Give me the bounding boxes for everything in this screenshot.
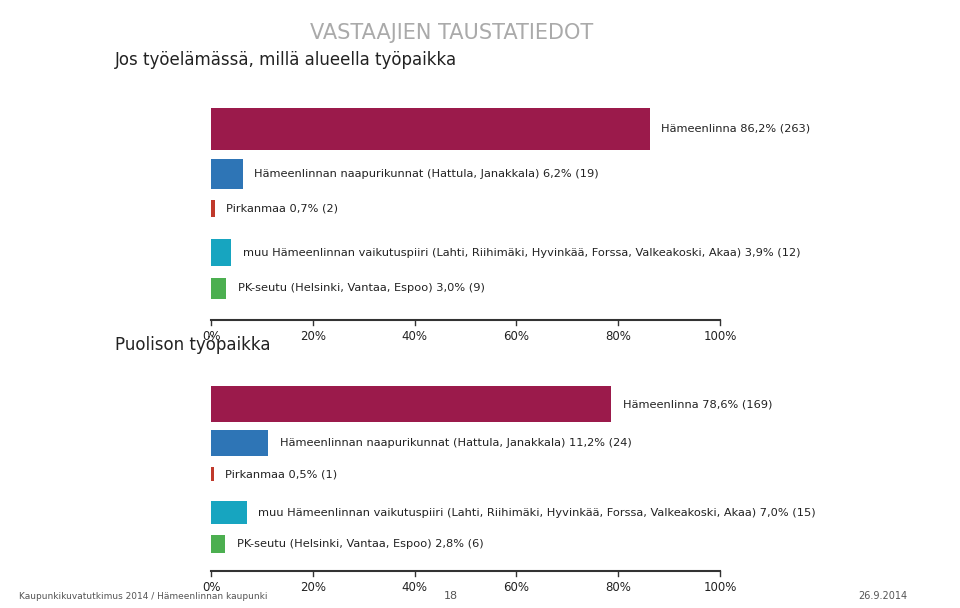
Text: 100%: 100% [704,330,736,343]
Bar [211,239,231,266]
Text: PK-seutu (Helsinki, Vantaa, Espoo) 3,0% (9): PK-seutu (Helsinki, Vantaa, Espoo) 3,0% … [238,283,485,293]
Text: 60%: 60% [503,581,530,593]
Text: Kaupunkikuvatutkimus 2014 / Hämeenlinnan kaupunki: Kaupunkikuvatutkimus 2014 / Hämeenlinnan… [19,592,268,601]
Text: Pirkanmaa 0,7% (2): Pirkanmaa 0,7% (2) [227,204,338,213]
Bar [211,201,215,217]
Bar [211,501,247,524]
Text: Puolison työpaikka: Puolison työpaikka [115,336,271,354]
Text: 26.9.2014: 26.9.2014 [858,591,907,601]
Text: Pirkanmaa 0,5% (1): Pirkanmaa 0,5% (1) [226,469,337,479]
Text: 18: 18 [444,591,458,601]
Text: Hämeenlinnan naapurikunnat (Hattula, Janakkala) 6,2% (19): Hämeenlinnan naapurikunnat (Hattula, Jan… [254,168,599,179]
Text: muu Hämeenlinnan vaikutuspiiri (Lahti, Riihimäki, Hyvinkää, Forssa, Valkeakoski,: muu Hämeenlinnan vaikutuspiiri (Lahti, R… [243,247,800,258]
Bar [211,278,227,299]
Text: 80%: 80% [606,330,631,343]
Bar [211,159,243,188]
Text: 60%: 60% [503,330,530,343]
Text: 20%: 20% [300,330,326,343]
Bar [211,108,650,150]
Text: Hämeenlinna 86,2% (263): Hämeenlinna 86,2% (263) [661,124,810,134]
Text: Jos työelämässä, millä alueella työpaikka: Jos työelämässä, millä alueella työpaikk… [115,52,457,69]
Text: Hämeenlinna 78,6% (169): Hämeenlinna 78,6% (169) [623,399,772,409]
Text: muu Hämeenlinnan vaikutuspiiri (Lahti, Riihimäki, Hyvinkää, Forssa, Valkeakoski,: muu Hämeenlinnan vaikutuspiiri (Lahti, R… [258,508,816,517]
Text: 40%: 40% [401,581,428,593]
Bar [211,430,268,457]
Text: VASTAAJIEN TAUSTATIEDOT: VASTAAJIEN TAUSTATIEDOT [309,23,593,43]
Text: 0%: 0% [202,330,221,343]
Text: Hämeenlinnan naapurikunnat (Hattula, Janakkala) 11,2% (24): Hämeenlinnan naapurikunnat (Hattula, Jan… [279,438,632,448]
Text: 80%: 80% [606,581,631,593]
Text: 40%: 40% [401,330,428,343]
Text: 100%: 100% [704,581,736,593]
Text: PK-seutu (Helsinki, Vantaa, Espoo) 2,8% (6): PK-seutu (Helsinki, Vantaa, Espoo) 2,8% … [237,539,484,549]
Bar [211,535,226,553]
Bar [211,386,612,423]
Text: 20%: 20% [300,581,326,593]
Text: 0%: 0% [202,581,221,593]
Bar [211,467,214,482]
